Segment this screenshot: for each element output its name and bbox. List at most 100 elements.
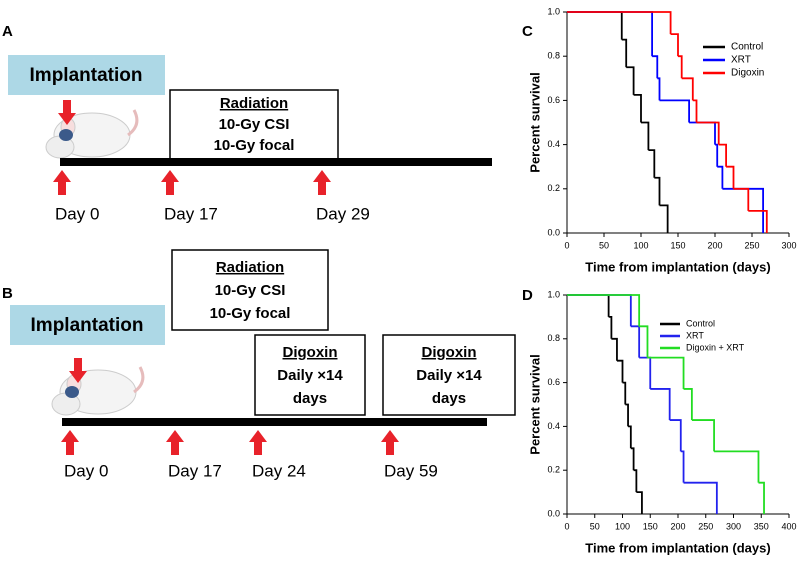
survival-step [692,99,698,123]
box-title: Digoxin [422,344,477,361]
box-title: Digoxin [283,344,338,361]
arrow [249,430,267,455]
y-tick-label: 0.4 [547,139,560,149]
day-label: Day 17 [168,461,222,480]
arrow [161,170,179,195]
mouse [50,365,145,417]
x-tick-label: 50 [590,521,600,531]
mouse [44,108,139,160]
survival-step [652,55,659,79]
day-label: Day 29 [316,204,370,223]
y-tick-label: 0.4 [547,421,560,431]
survival-step [715,143,719,167]
y-tick-label: 0.2 [547,183,560,193]
y-tick-label: 1.0 [547,6,560,16]
survival-step [657,77,661,101]
box-text: Daily ×14 [416,367,482,384]
x-tick-label: 200 [707,240,722,250]
survival-step [567,294,632,327]
box-text: 10-Gy focal [210,305,291,322]
survival-step [567,294,610,317]
survival-step [639,356,652,389]
box-text: Daily ×14 [277,367,343,384]
radiation-box [169,89,339,161]
survival-step [650,388,671,421]
survival-step [726,165,735,189]
survival-step [696,121,720,145]
survival-step [654,176,661,206]
implantation-box [8,55,165,95]
y-tick-label: 0.2 [547,465,560,475]
y-tick-label: 1.0 [547,289,560,299]
box-text: days [293,390,327,407]
day-label: Day 59 [384,461,438,480]
survival-step [648,149,656,178]
survival-step [689,121,716,145]
legend-label: XRT [731,55,751,66]
legend-label: Digoxin + XRT [686,342,745,352]
box-text: 10-Gy CSI [215,282,286,299]
arrow [313,170,331,195]
survival-step [669,419,682,452]
survival-step [680,450,685,483]
survival-step [633,93,642,123]
survival-step [691,419,715,452]
y-tick-label: 0.8 [547,51,560,61]
x-tick-label: 150 [670,240,685,250]
x-tick-label: 200 [670,521,685,531]
x-tick-label: 400 [781,521,796,531]
survival-step [630,447,635,471]
box-text: 10-Gy CSI [219,116,290,133]
arrow [53,170,71,195]
x-tick-label: 250 [698,521,713,531]
day-label: Day 17 [164,204,218,223]
arrow [166,430,184,455]
implantation-box [10,305,165,345]
x-tick-label: 50 [599,240,609,250]
x-tick-label: 0 [564,240,569,250]
survival-step [659,99,690,123]
survival-step [678,55,683,79]
legend-label: XRT [686,330,704,340]
box-title: Radiation [216,259,284,276]
survival-step [621,38,628,68]
legend-label: Digoxin [731,68,764,79]
survival-step [567,294,641,327]
x-tick-label: 150 [643,521,658,531]
x-tick-label: 100 [615,521,630,531]
box-title: Radiation [220,95,288,112]
legend-label: Control [686,318,715,328]
survival-step [683,388,693,421]
legend-label: Control [731,42,763,53]
x-tick-label: 300 [781,240,796,250]
y-tick-label: 0.6 [547,377,560,387]
survival-step [714,450,760,483]
implantation-label: Implantation [31,315,144,336]
survival-step [622,381,627,405]
survival-step [659,204,669,233]
survival-step [718,143,727,167]
x-tick-label: 250 [744,240,759,250]
panel-label: C [522,23,533,40]
panel-label: A [2,23,13,40]
survival-step [611,337,618,361]
y-tick-label: 0.0 [547,508,560,518]
survival-step [639,325,649,358]
digoxin-box [382,334,516,416]
arrow [381,430,399,455]
survival-step [670,33,679,57]
x-axis-label: Time from implantation (days) [585,540,770,555]
y-tick-label: 0.8 [547,333,560,343]
survival-step [630,325,641,358]
survival-step [608,316,613,339]
survival-step [748,210,768,233]
survival-step [636,491,643,514]
survival-step [758,481,765,514]
box-text: 10-Gy focal [214,137,295,154]
y-tick-label: 0.6 [547,95,560,105]
x-tick-label: 100 [633,240,648,250]
survival-step [616,359,624,383]
survival-step [641,121,650,151]
arrow [61,430,79,455]
